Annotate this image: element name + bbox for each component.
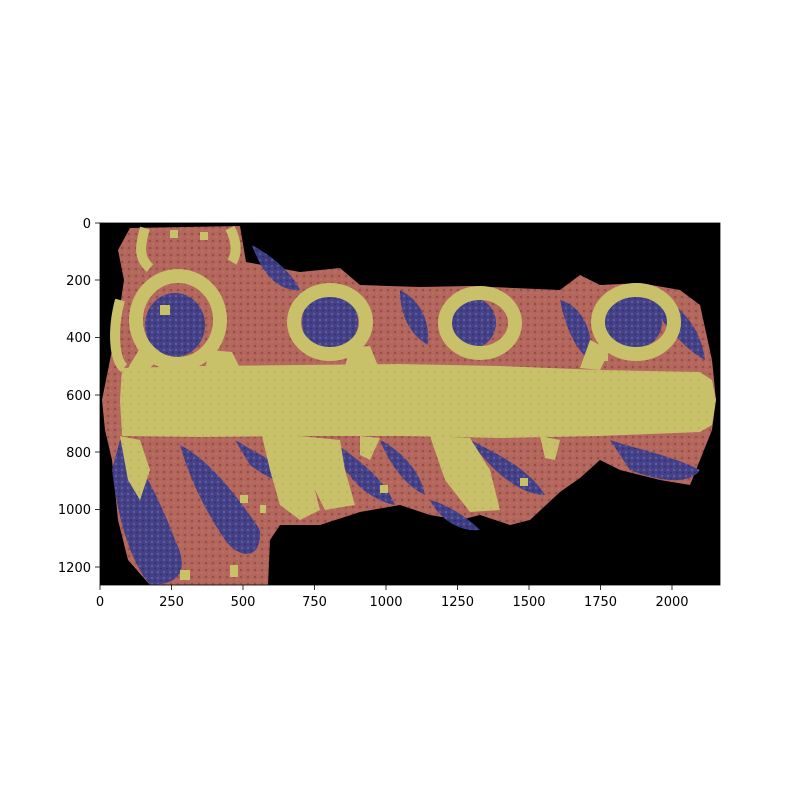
yellow-top-structures — [110, 225, 241, 372]
x-tick-label: 250 — [159, 595, 184, 610]
y-tick-labels: 0 200 400 600 800 1000 1200 — [58, 217, 91, 576]
y-tick-label: 1200 — [58, 561, 91, 576]
y-tick-label: 400 — [66, 331, 91, 346]
y-tick-label: 1000 — [58, 503, 91, 518]
x-tick-label: 2000 — [655, 595, 688, 610]
yellow-lower-lobes — [120, 436, 560, 520]
x-axis — [99, 585, 673, 590]
x-tick-label: 750 — [302, 595, 327, 610]
yellow-fragments — [160, 230, 710, 580]
x-tick-label: 0 — [96, 595, 104, 610]
y-tick-label: 0 — [83, 217, 91, 232]
y-axis — [95, 222, 100, 568]
y-tick-label: 600 — [66, 389, 91, 404]
y-tick-label: 200 — [66, 274, 91, 289]
yellow-stems — [128, 340, 610, 370]
x-tick-labels: 0 250 500 750 1000 1250 1500 1750 2000 — [96, 595, 689, 610]
yellow-main-bar — [120, 364, 716, 438]
yellow-rings — [129, 269, 681, 371]
x-tick-label: 1250 — [441, 595, 474, 610]
x-tick-label: 1750 — [584, 595, 617, 610]
x-tick-label: 500 — [231, 595, 256, 610]
segmentation-image — [100, 223, 720, 585]
plot-frame — [99, 222, 721, 586]
x-tick-label: 1000 — [369, 595, 402, 610]
x-tick-label: 1500 — [512, 595, 545, 610]
y-tick-label: 800 — [66, 446, 91, 461]
